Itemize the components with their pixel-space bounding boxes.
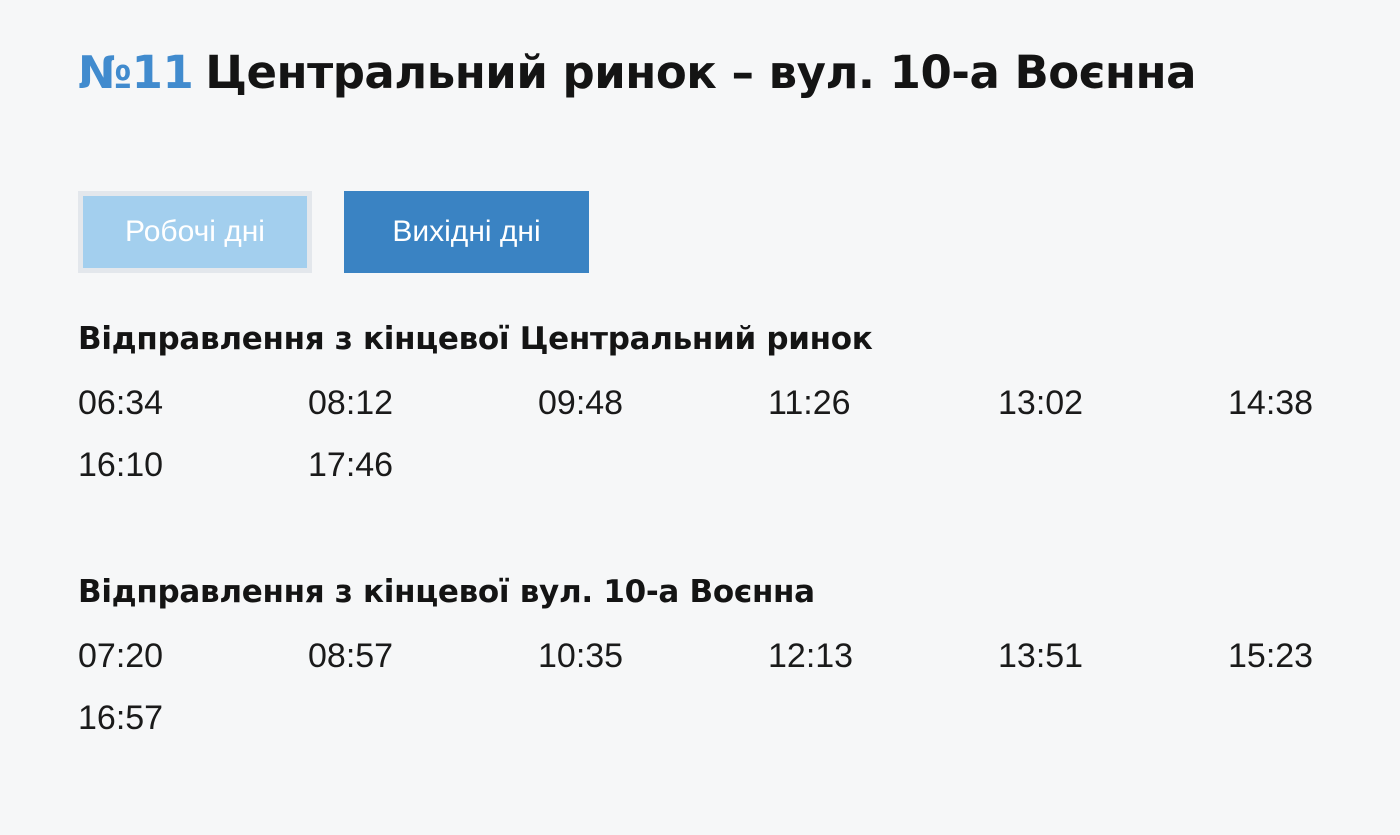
time-cell: 09:48	[538, 384, 624, 422]
route-number: №11	[78, 46, 194, 99]
tab-weekends[interactable]: Вихідні дні	[344, 191, 589, 273]
departure-times-voienna-street: 07:20 08:57 10:35 12:13 13:51 15:23 16:5…	[78, 639, 1400, 736]
schedule-page: №11 Центральний ринок – вул. 10-а Воєнна …	[78, 48, 1400, 736]
time-cell: 16:10	[78, 446, 164, 484]
time-cell: 17:46	[308, 446, 394, 484]
time-cell: 08:12	[308, 384, 394, 422]
time-cell: 06:34	[78, 384, 164, 422]
route-name: Центральний ринок – вул. 10-а Воєнна	[205, 46, 1196, 99]
time-cell: 15:23	[1228, 637, 1314, 675]
time-cell: 13:02	[998, 384, 1084, 422]
time-cell: 12:13	[768, 637, 854, 675]
time-cell: 13:51	[998, 637, 1084, 675]
time-cell: 08:57	[308, 637, 394, 675]
day-type-tabs: Робочі дні Вихідні дні	[78, 191, 1400, 273]
time-cell: 16:57	[78, 699, 164, 737]
time-cell: 10:35	[538, 637, 624, 675]
departure-times-central-market: 06:34 08:12 09:48 11:26 13:02 14:38 16:1…	[78, 386, 1400, 483]
tab-workdays[interactable]: Робочі дні	[78, 191, 312, 273]
time-cell: 14:38	[1228, 384, 1314, 422]
time-cell: 11:26	[768, 384, 851, 422]
section-heading-central-market: Відправлення з кінцевої Центральний рино…	[78, 321, 873, 357]
section-heading-voienna-street: Відправлення з кінцевої вул. 10-а Воєнна	[78, 574, 815, 610]
time-cell: 07:20	[78, 637, 164, 675]
page-title: №11 Центральний ринок – вул. 10-а Воєнна	[78, 48, 1400, 98]
